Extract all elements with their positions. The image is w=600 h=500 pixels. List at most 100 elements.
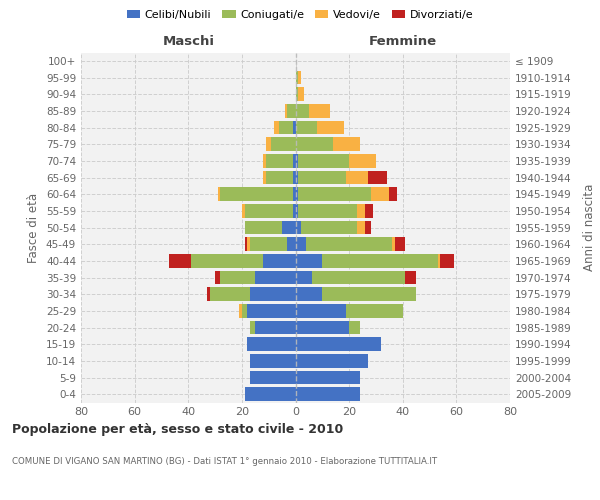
Bar [311,270,406,284]
Text: Maschi: Maschi [162,34,214,48]
Bar [333,138,360,151]
Bar [266,154,293,168]
Bar [169,254,191,268]
Bar [218,188,220,201]
Bar [266,138,271,151]
Bar [239,304,242,318]
Bar [250,288,296,301]
Bar [365,220,371,234]
Y-axis label: Fasce di età: Fasce di età [28,192,40,262]
Bar [282,220,296,234]
Bar [263,154,266,168]
Bar [266,170,293,184]
Bar [271,138,296,151]
Bar [207,288,210,301]
Bar [298,70,301,85]
Bar [296,204,298,218]
Bar [301,220,357,234]
Bar [349,320,360,334]
Bar [293,188,296,201]
Bar [247,304,296,318]
Bar [298,88,304,101]
Bar [296,304,346,318]
Bar [296,188,298,201]
Bar [287,238,296,251]
Bar [296,338,382,351]
Bar [406,270,416,284]
Bar [346,304,403,318]
Bar [296,120,317,134]
Bar [357,204,365,218]
Bar [296,270,311,284]
Bar [263,170,266,184]
Bar [357,220,365,234]
Bar [293,204,296,218]
Text: Femmine: Femmine [368,34,437,48]
Legend: Celibi/Nubili, Coniugati/e, Vedovi/e, Divorziati/e: Celibi/Nubili, Coniugati/e, Vedovi/e, Di… [122,6,478,25]
Bar [255,270,296,284]
Bar [296,354,368,368]
Bar [215,270,220,284]
Bar [298,154,349,168]
Bar [395,238,406,251]
Bar [392,238,395,251]
Bar [263,254,296,268]
Bar [365,204,373,218]
Bar [255,320,296,334]
Bar [191,254,263,268]
Bar [293,170,296,184]
Bar [245,238,247,251]
Bar [250,238,287,251]
Bar [247,338,296,351]
Bar [242,304,247,318]
Bar [287,104,296,118]
Bar [296,254,322,268]
Bar [250,320,255,334]
Bar [298,188,371,201]
Bar [322,288,416,301]
Bar [245,388,296,401]
Bar [242,204,245,218]
Bar [296,220,301,234]
Text: Popolazione per età, sesso e stato civile - 2010: Popolazione per età, sesso e stato civil… [12,422,343,436]
Bar [296,288,322,301]
Bar [298,204,357,218]
Bar [245,204,293,218]
Bar [245,220,282,234]
Bar [247,238,250,251]
Bar [293,120,296,134]
Bar [296,104,309,118]
Bar [296,170,298,184]
Bar [220,188,293,201]
Bar [349,154,376,168]
Bar [220,270,255,284]
Bar [293,154,296,168]
Bar [296,388,360,401]
Bar [210,288,250,301]
Bar [296,154,298,168]
Bar [285,104,287,118]
Bar [306,238,392,251]
Bar [296,70,298,85]
Bar [296,138,333,151]
Bar [317,120,344,134]
Bar [371,188,389,201]
Bar [389,188,397,201]
Bar [274,120,280,134]
Bar [322,254,437,268]
Bar [309,104,331,118]
Bar [368,170,386,184]
Bar [250,370,296,384]
Bar [437,254,440,268]
Bar [296,320,349,334]
Bar [296,238,306,251]
Bar [296,88,298,101]
Bar [440,254,454,268]
Bar [346,170,368,184]
Bar [296,370,360,384]
Bar [250,354,296,368]
Bar [280,120,293,134]
Text: COMUNE DI VIGANO SAN MARTINO (BG) - Dati ISTAT 1° gennaio 2010 - Elaborazione TU: COMUNE DI VIGANO SAN MARTINO (BG) - Dati… [12,458,437,466]
Y-axis label: Anni di nascita: Anni di nascita [583,184,596,271]
Bar [298,170,346,184]
